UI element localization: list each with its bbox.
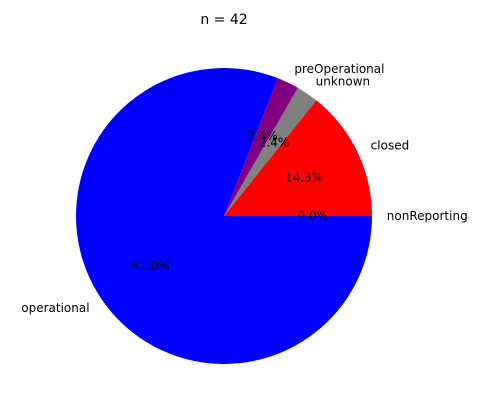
- pie-label-non-reporting: nonReporting: [387, 209, 468, 223]
- pie-slice-closed: [224, 100, 372, 216]
- pie-label-operational: operational: [21, 301, 89, 315]
- pie-percent-labels: 0.0% 14.3% 2.4%2.4% 81.0%: [132, 129, 328, 273]
- pie-percent-closed: 14.3%: [285, 170, 323, 184]
- pie-percent-operational: 81.0%: [132, 259, 170, 273]
- pie-percent-pre-operational: 2.4%: [247, 129, 278, 143]
- pie-slices: [76, 68, 372, 364]
- pie-slice-operational: [76, 68, 372, 364]
- pie-percent-non-reporting: 0.0%: [298, 209, 329, 223]
- pie-label-closed: closed: [371, 138, 410, 152]
- pie-label-pre-operational: preOperational: [294, 62, 384, 76]
- chart-title: n = 42: [200, 12, 247, 28]
- pie-percent-unknown: 2.4%: [259, 136, 290, 150]
- pie-slice-unknown: [224, 87, 317, 217]
- pie-label-unknown: unknown: [316, 74, 371, 88]
- pie-slice-pre-operational: [224, 78, 298, 216]
